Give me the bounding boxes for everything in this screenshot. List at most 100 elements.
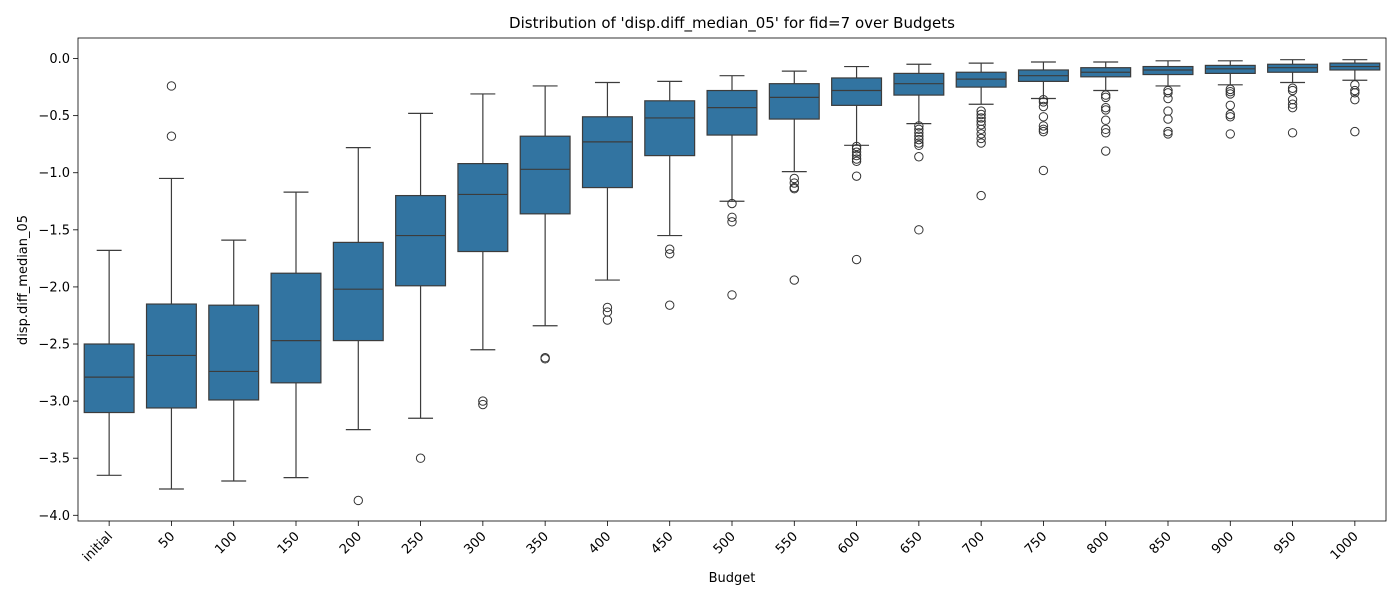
outlier-point	[665, 249, 675, 259]
outlier-point	[1101, 146, 1111, 156]
outlier-point	[478, 399, 488, 410]
outlier-point	[851, 154, 862, 164]
y-tick-label: −4.0	[38, 509, 70, 524]
y-tick-label: −1.0	[38, 166, 70, 181]
outlier-point	[166, 131, 177, 141]
x-tick-label: 450	[648, 529, 676, 557]
outlier-point	[1038, 112, 1049, 122]
x-tick-label: 700	[960, 529, 988, 557]
outlier-point	[1225, 109, 1235, 120]
outlier-point	[415, 453, 426, 463]
outlier-point	[1287, 102, 1298, 113]
outlier-point	[1287, 85, 1298, 96]
outlier-point	[914, 152, 924, 162]
outlier-point	[789, 173, 799, 184]
x-tick-label: 500	[711, 529, 739, 557]
outlier-point	[1350, 88, 1360, 98]
outlier-point	[1101, 92, 1111, 103]
y-tick-label: −3.5	[38, 452, 70, 467]
y-tick-label: −0.5	[38, 109, 70, 124]
outlier-point	[166, 81, 177, 91]
outlier-point	[1163, 106, 1173, 116]
box-iqr	[706, 89, 758, 136]
outlier-point	[1287, 83, 1298, 93]
y-tick-label: −2.5	[38, 338, 70, 353]
outlier-point	[914, 138, 924, 148]
outlier-point	[1101, 128, 1111, 138]
outlier-point	[851, 254, 862, 265]
outlier-point	[1163, 93, 1173, 104]
chart-title: Distribution of 'disp.diff_median_05' fo…	[509, 14, 955, 33]
x-tick-label: 50	[156, 529, 178, 551]
outlier-point	[976, 113, 986, 123]
box-iqr	[332, 241, 384, 342]
box-iqr	[768, 83, 820, 120]
outlier-point	[976, 190, 986, 201]
outlier-point	[1350, 85, 1360, 96]
outlier-point	[976, 133, 986, 144]
outlier-point	[851, 141, 862, 152]
outlier-point	[1101, 105, 1111, 115]
outlier-point	[851, 147, 862, 157]
box-iqr	[270, 272, 322, 384]
x-tick-label: 550	[773, 529, 801, 557]
x-tick-label: 150	[275, 529, 303, 557]
outlier-point	[914, 121, 924, 131]
y-tick-label: −3.0	[38, 395, 70, 410]
outlier-point	[914, 128, 924, 138]
outlier-point	[976, 138, 986, 148]
outlier-point	[665, 244, 675, 254]
outlier-point	[789, 184, 799, 194]
x-tick-label: 400	[586, 529, 614, 557]
x-tick-label: 800	[1084, 529, 1112, 557]
outlier-point	[1101, 102, 1111, 113]
outlier-point	[665, 300, 675, 310]
outlier-point	[1225, 112, 1235, 122]
outlier-point	[1163, 129, 1173, 139]
outlier-point	[914, 140, 924, 151]
plot-area: 0.0 −0.5 −1.0 −1.5 −2.0 −2.5 −3.0 −3.5 −4.0 initi…	[38, 52, 1381, 565]
x-tick-label: 200	[337, 529, 365, 557]
outlier-point	[1038, 97, 1049, 107]
x-tick-label: 950	[1271, 529, 1299, 557]
outlier-point	[1038, 94, 1049, 105]
x-tick-label: 1000	[1328, 529, 1362, 563]
outlier-point	[1225, 86, 1235, 97]
outlier-point	[478, 396, 488, 406]
box-iqr	[831, 77, 883, 106]
outlier-point	[976, 129, 986, 139]
x-tick-label: 750	[1022, 529, 1050, 557]
outlier-point	[1101, 90, 1111, 100]
outlier-point	[540, 354, 550, 364]
outlier-point	[914, 131, 924, 141]
outlier-point	[851, 144, 862, 154]
outlier-point	[976, 106, 986, 116]
outlier-point	[727, 198, 737, 209]
outlier-point	[1163, 114, 1173, 124]
outlier-point	[1163, 88, 1173, 98]
outlier-point	[1038, 121, 1049, 131]
outlier-point	[727, 290, 737, 300]
y-tick-label: −2.0	[38, 280, 70, 295]
x-tick-label: 250	[399, 529, 427, 557]
outlier-point	[1038, 101, 1049, 112]
outlier-point	[727, 217, 737, 227]
box-iqr	[644, 100, 696, 157]
outlier-point	[1225, 100, 1235, 111]
outlier-point	[727, 212, 737, 222]
outlier-point	[1101, 124, 1111, 135]
outlier-point	[1038, 124, 1049, 135]
plot-frame	[77, 37, 1387, 522]
x-axis-label: Budget	[709, 571, 756, 586]
outlier-point	[1287, 99, 1298, 109]
outlier-point	[602, 302, 613, 313]
outlier-point	[1038, 126, 1049, 137]
outlier-point	[1225, 84, 1235, 95]
box-iqr	[519, 135, 571, 215]
y-tick-label: −1.5	[38, 223, 70, 238]
outlier-point	[1225, 89, 1235, 99]
x-tick-label: 100	[212, 529, 240, 557]
x-tick-label: 900	[1209, 529, 1237, 557]
outlier-point	[1101, 115, 1111, 125]
